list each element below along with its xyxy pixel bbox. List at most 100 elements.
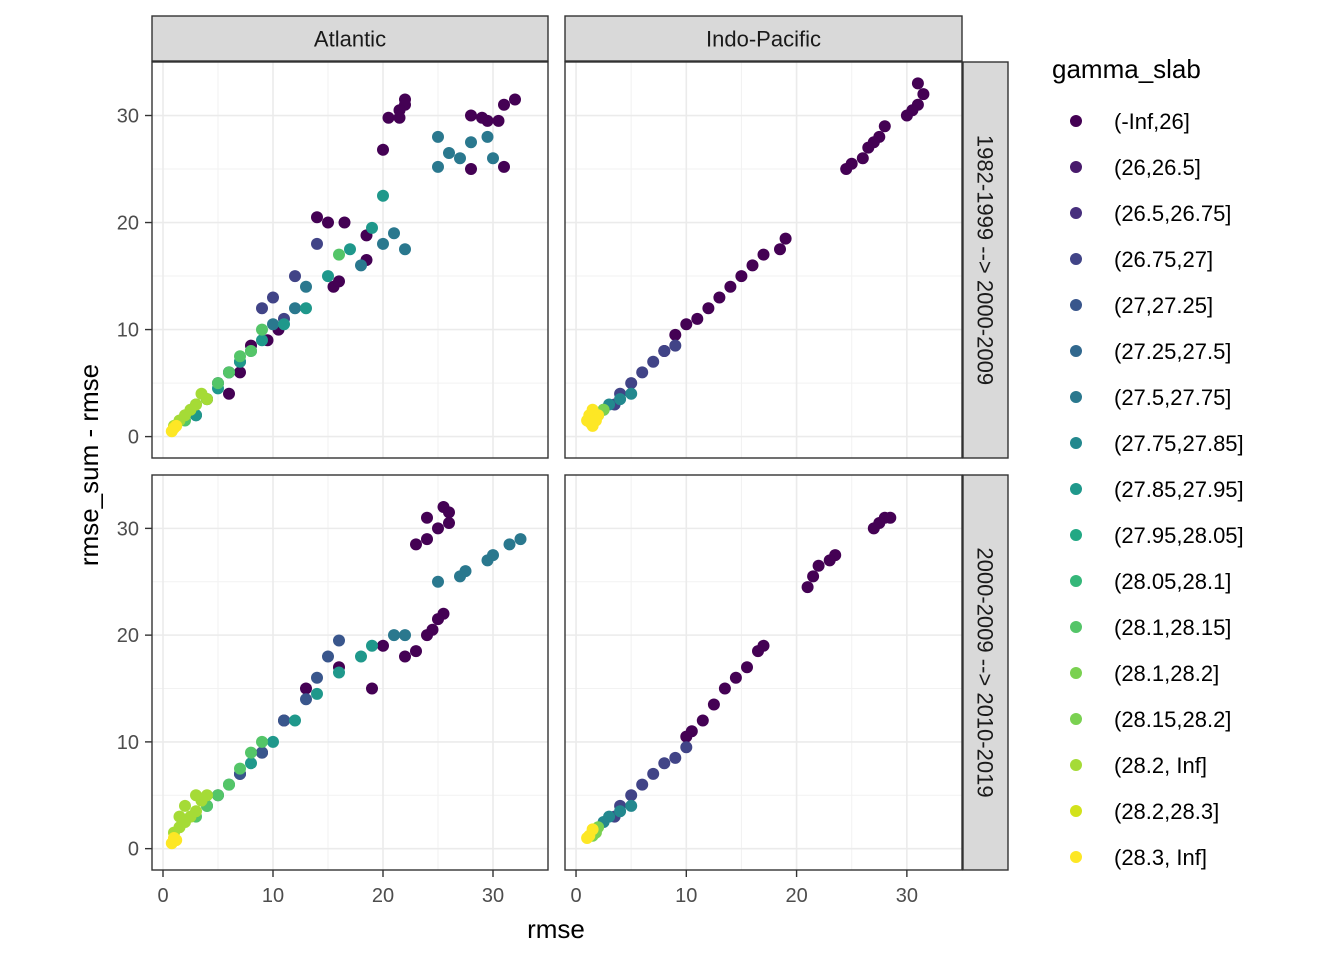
y-tick-label: 10 bbox=[117, 732, 139, 754]
data-point bbox=[223, 387, 235, 400]
data-point bbox=[454, 152, 466, 165]
y-tick-label: 20 bbox=[117, 625, 139, 647]
legend-key bbox=[1070, 667, 1082, 679]
strip-row bbox=[962, 474, 1009, 871]
data-point bbox=[735, 270, 748, 283]
legend-key bbox=[1070, 483, 1082, 495]
data-point bbox=[223, 366, 235, 379]
data-point bbox=[492, 114, 505, 127]
data-point bbox=[333, 634, 345, 647]
legend-label: (28.2, Inf] bbox=[1114, 753, 1207, 778]
data-point bbox=[443, 147, 455, 159]
data-point bbox=[421, 629, 433, 642]
strip-column bbox=[564, 15, 963, 62]
x-tick-label: 0 bbox=[570, 885, 581, 907]
data-point bbox=[454, 570, 466, 583]
strip-row bbox=[962, 61, 1009, 459]
data-point bbox=[625, 799, 638, 812]
data-point bbox=[729, 671, 742, 684]
data-point bbox=[322, 650, 334, 663]
y-tick-label: 10 bbox=[117, 320, 139, 342]
data-point bbox=[377, 237, 389, 250]
x-tick-label: 30 bbox=[896, 885, 918, 907]
data-point bbox=[867, 522, 880, 535]
data-point bbox=[382, 111, 395, 124]
data-point bbox=[509, 93, 521, 106]
x-tick-label: 0 bbox=[157, 885, 168, 907]
legend-label: (26,26.5] bbox=[1114, 155, 1201, 180]
legend-key bbox=[1070, 713, 1082, 725]
data-point bbox=[311, 211, 323, 224]
legend-label: (26.5,26.75] bbox=[1114, 201, 1231, 226]
panel-2 bbox=[152, 475, 548, 870]
x-tick-label: 20 bbox=[785, 885, 807, 907]
data-point bbox=[647, 767, 660, 780]
data-point bbox=[503, 538, 516, 551]
data-point bbox=[669, 751, 682, 764]
data-point bbox=[333, 275, 345, 288]
data-point bbox=[355, 259, 367, 272]
data-point bbox=[724, 280, 737, 293]
data-point bbox=[614, 393, 627, 406]
data-point bbox=[465, 136, 477, 149]
data-point bbox=[256, 735, 268, 748]
y-tick-label: 0 bbox=[128, 427, 139, 449]
data-point bbox=[300, 302, 312, 315]
legend-key bbox=[1070, 391, 1082, 403]
data-point bbox=[669, 339, 682, 352]
data-point bbox=[696, 714, 709, 727]
data-point bbox=[366, 639, 378, 652]
data-point bbox=[840, 163, 853, 175]
data-point bbox=[170, 834, 183, 847]
y-tick-label: 0 bbox=[128, 839, 139, 861]
legend-title: gamma_slab bbox=[1052, 54, 1201, 84]
facet-strips: Atlantic Indo-Pacific 1982-1999 --> 2000-2… bbox=[151, 15, 1009, 871]
data-point bbox=[801, 581, 814, 594]
data-point bbox=[680, 741, 693, 754]
legend: gamma_slab (-Inf,26] (26,26.5] (26.5,26.75… bbox=[1052, 54, 1244, 870]
data-point bbox=[311, 671, 323, 684]
data-point bbox=[432, 160, 444, 173]
legend-label: (27.85,27.95] bbox=[1114, 477, 1244, 502]
x-tick-label: 10 bbox=[675, 885, 697, 907]
x-tick-label: 20 bbox=[372, 885, 394, 907]
data-point bbox=[432, 575, 444, 588]
panel-background bbox=[152, 475, 548, 870]
data-point bbox=[256, 746, 268, 759]
y-tick-label: 30 bbox=[117, 518, 139, 540]
data-point bbox=[878, 120, 891, 133]
y-tick-label: 20 bbox=[117, 213, 139, 235]
panel-3 bbox=[565, 475, 962, 870]
data-point bbox=[718, 682, 731, 695]
data-point bbox=[289, 270, 301, 283]
data-point bbox=[636, 778, 649, 791]
data-point bbox=[322, 270, 334, 283]
legend-label: (28.15,28.2] bbox=[1114, 707, 1231, 732]
legend-label: (27.95,28.05] bbox=[1114, 523, 1244, 548]
data-point bbox=[245, 345, 257, 357]
data-point bbox=[636, 366, 649, 379]
data-point bbox=[691, 312, 704, 325]
points-0-1 bbox=[165, 501, 527, 850]
data-point bbox=[311, 237, 323, 250]
data-point bbox=[245, 757, 257, 770]
data-point bbox=[658, 757, 671, 770]
data-point bbox=[614, 805, 627, 818]
data-point bbox=[311, 687, 323, 700]
panel-border bbox=[564, 61, 963, 459]
data-point bbox=[399, 629, 411, 642]
data-point bbox=[752, 645, 764, 658]
data-point bbox=[589, 414, 602, 427]
data-point bbox=[333, 666, 345, 679]
legend-label: (27.75,27.85] bbox=[1114, 431, 1244, 456]
data-point bbox=[399, 243, 411, 256]
data-point bbox=[256, 334, 268, 347]
data-point bbox=[498, 98, 510, 111]
strip-column bbox=[151, 15, 549, 62]
legend-key bbox=[1070, 299, 1082, 311]
data-point bbox=[498, 160, 510, 173]
legend-key bbox=[1070, 437, 1082, 449]
data-point bbox=[338, 216, 351, 229]
legend-label: (27,27.25] bbox=[1114, 293, 1213, 318]
panels-layer bbox=[151, 61, 963, 871]
